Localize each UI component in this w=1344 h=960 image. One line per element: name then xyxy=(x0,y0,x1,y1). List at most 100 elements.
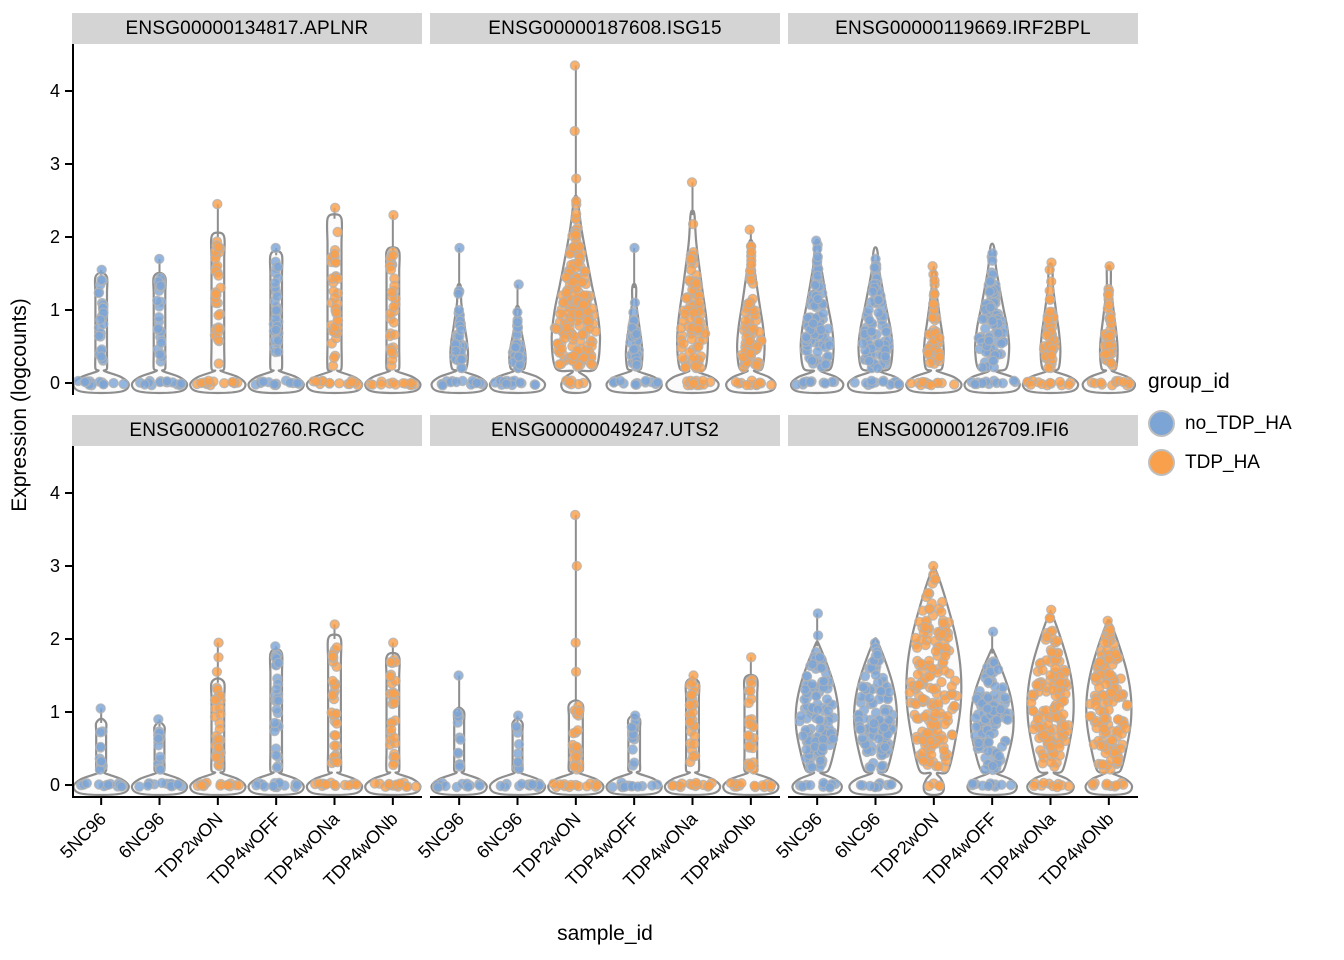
expression-points xyxy=(1022,257,1076,391)
violin-6NC96 xyxy=(846,246,905,395)
y-tick-label: 1 xyxy=(50,300,60,320)
violin-TDP2wON xyxy=(549,60,602,395)
violin-TDP2wON xyxy=(905,260,963,395)
violin-TDP4wONb xyxy=(364,637,422,797)
x-tick-label: 6NC96 xyxy=(831,809,885,863)
legend: group_id no_TDP_HA TDP_HA xyxy=(1148,370,1292,488)
y-tick-label: 4 xyxy=(50,81,60,101)
x-tick-label: 6NC96 xyxy=(473,809,527,863)
violin-TDP4wOFF xyxy=(247,242,305,395)
y-tick-label: 0 xyxy=(50,373,60,393)
violin-TDP4wOFF xyxy=(605,242,663,395)
violin-5NC96 xyxy=(72,703,130,797)
expression-points xyxy=(904,560,963,792)
violin-TDP4wONb xyxy=(1081,260,1137,395)
y-tick-label: 4 xyxy=(50,483,60,503)
tdp-ha-swatch-icon xyxy=(1148,449,1175,476)
expression-points xyxy=(134,714,187,792)
expression-points xyxy=(1025,604,1074,793)
y-tick-label: 3 xyxy=(50,154,60,174)
violin-TDP2wON xyxy=(904,560,963,797)
violin-TDP4wONb xyxy=(1084,615,1134,797)
violin-TDP4wONa xyxy=(1021,257,1080,395)
x-tick-label: 6NC96 xyxy=(115,809,169,863)
facet-panel xyxy=(430,44,780,395)
facet-title: ENSG00000049247.UTS2 xyxy=(430,415,780,446)
violin-TDP4wOFF xyxy=(247,641,305,797)
y-tick-label: 2 xyxy=(50,629,60,649)
expression-points xyxy=(75,703,129,792)
violin-TDP4wONa xyxy=(663,670,722,797)
expression-points xyxy=(436,242,487,391)
facet-cell: ENSG00000126709.IFI6 5NC96 6NC96 TDP2wON TDP… xyxy=(772,415,1138,891)
expression-points xyxy=(607,710,663,793)
legend-item: TDP_HA xyxy=(1148,449,1292,476)
y-tick-label: 2 xyxy=(50,227,60,247)
facet-title: ENSG00000119669.IRF2BPL xyxy=(788,13,1138,44)
expression-points xyxy=(791,235,840,390)
legend-label: no_TDP_HA xyxy=(1185,412,1292,434)
y-axis-title: Expression (logcounts) xyxy=(8,298,31,512)
expression-points xyxy=(489,279,541,391)
violin-TDP2wON xyxy=(189,198,247,395)
y-tick-label: 3 xyxy=(50,556,60,576)
legend-title: group_id xyxy=(1148,370,1230,393)
violin-6NC96 xyxy=(848,637,903,797)
expression-points xyxy=(250,242,305,391)
violin-TDP4wONa xyxy=(305,619,364,797)
expression-points xyxy=(966,248,1021,390)
expression-points xyxy=(365,209,420,391)
facet-cell: ENSG00000049247.UTS2 5NC96 6NC96 TDP2wON TDP… xyxy=(414,415,780,891)
expression-points xyxy=(725,652,777,793)
expression-points xyxy=(308,202,364,391)
facet-title: ENSG00000126709.IFI6 xyxy=(788,415,1138,446)
no-tdp-ha-swatch-icon xyxy=(1148,410,1175,437)
expression-points xyxy=(730,224,777,391)
violin-TDP4wONb xyxy=(364,209,422,395)
facet-panel xyxy=(788,44,1138,395)
violin-TDP4wONa xyxy=(1025,604,1075,797)
expression-points xyxy=(852,637,898,793)
expression-points xyxy=(608,242,663,390)
x-tick-label: 5NC96 xyxy=(56,809,110,863)
violin-5NC96 xyxy=(789,235,845,395)
facet-panel: 5NC96 6NC96TDP2wONTDP4wOFFTDP4wONaTDP4wON… xyxy=(414,446,780,891)
facet-cell: ENSG00000102760.RGCC 0 1 2 3 4 5NC96 6NC96 TDP2w… xyxy=(50,415,422,891)
expression-points xyxy=(309,619,362,792)
violin-5NC96 xyxy=(430,670,488,797)
expression-points xyxy=(1084,615,1133,792)
legend-item: no_TDP_HA xyxy=(1148,410,1292,437)
expression-points xyxy=(967,626,1017,792)
expression-points xyxy=(675,177,716,391)
y-tick-label: 0 xyxy=(50,775,60,795)
facet-title: ENSG00000187608.ISG15 xyxy=(430,13,780,44)
violin-TDP4wONa xyxy=(665,177,720,395)
facet-panel: 5NC96 6NC96TDP2wONTDP4wOFFTDP4wONaTDP4wON… xyxy=(772,446,1138,891)
expression-points xyxy=(1086,260,1135,391)
x-tick-label: 5NC96 xyxy=(772,809,826,863)
facet-title: ENSG00000134817.APLNR xyxy=(72,13,422,44)
facet-panel: 0 1 2 3 4 xyxy=(50,44,422,395)
expression-points xyxy=(191,198,243,391)
facet-title: ENSG00000102760.RGCC xyxy=(72,415,422,446)
legend-label: TDP_HA xyxy=(1185,451,1260,473)
expression-points xyxy=(905,260,960,391)
x-axis-title: sample_id xyxy=(557,922,653,945)
x-tick-label: 5NC96 xyxy=(414,809,468,863)
violin-6NC96 xyxy=(488,279,547,395)
expression-points xyxy=(548,509,603,793)
violin-5NC96 xyxy=(430,242,488,395)
violin-6NC96 xyxy=(488,710,547,797)
expression-points xyxy=(369,637,422,792)
expression-points xyxy=(549,60,601,390)
violin-TDP4wOFF xyxy=(966,626,1018,797)
violin-6NC96 xyxy=(130,714,189,797)
violin-TDP4wOFF xyxy=(963,242,1021,395)
violin-TDP2wON xyxy=(547,509,605,797)
expression-points xyxy=(667,670,717,793)
expression-points xyxy=(72,264,129,391)
violin-TDP4wONb xyxy=(722,652,780,797)
expression-points xyxy=(849,253,905,391)
